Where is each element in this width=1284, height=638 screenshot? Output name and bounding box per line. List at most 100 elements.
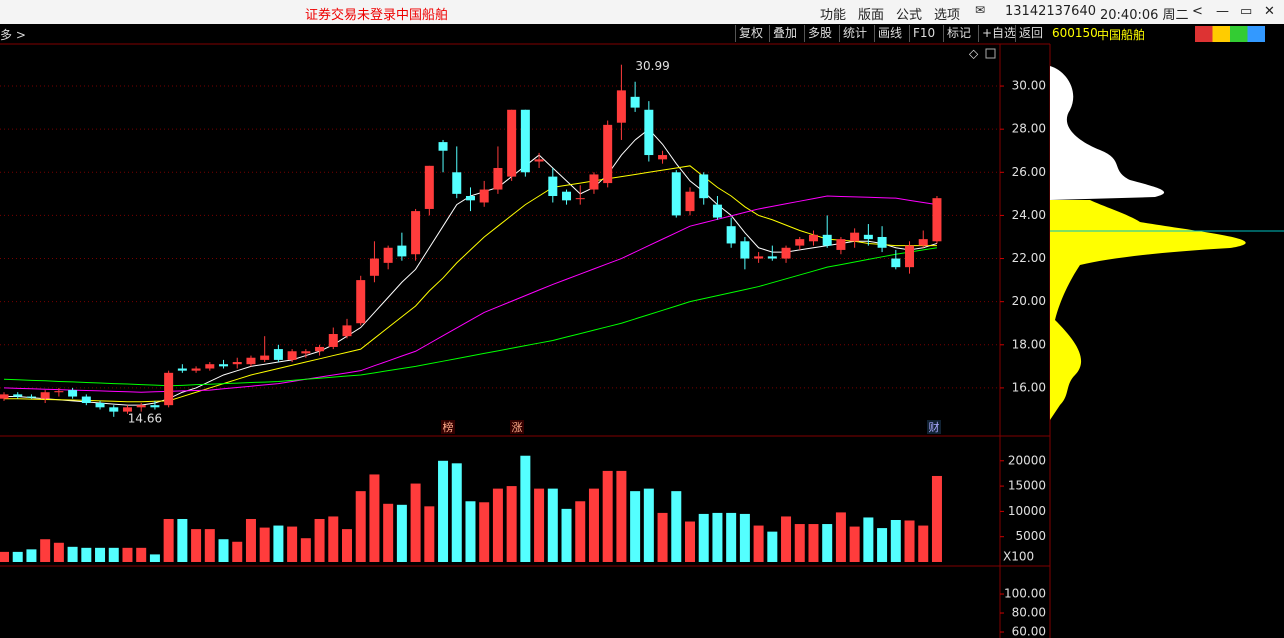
candle-body xyxy=(644,109,654,156)
candle-body xyxy=(122,407,132,412)
button[interactable]: 画线 xyxy=(874,25,905,42)
button[interactable]: 叠加 xyxy=(769,25,800,42)
volume-bar xyxy=(643,488,654,562)
y-tick-label: 28.00 xyxy=(1012,122,1046,136)
volume-bar xyxy=(931,475,942,562)
candle-body xyxy=(0,394,9,399)
button[interactable]: 多股 xyxy=(804,25,835,42)
y-tick-label: 15000 xyxy=(1008,479,1046,493)
candle-body xyxy=(534,159,544,162)
y-tick-label: 80.00 xyxy=(1012,606,1046,620)
panel-icon[interactable]: ◇ xyxy=(969,47,979,61)
candle-body xyxy=(260,355,270,360)
volume-bar xyxy=(520,455,531,562)
candle-body xyxy=(507,109,517,177)
candle-body xyxy=(164,372,174,406)
ma-line xyxy=(3,247,938,387)
volume-bar xyxy=(232,541,243,562)
menu[interactable]: 选项 xyxy=(934,8,961,23)
button[interactable]: 标记 xyxy=(943,25,974,42)
volume-bar xyxy=(890,519,901,562)
candle-body xyxy=(932,198,942,242)
volume-bar xyxy=(781,516,792,562)
y-tick-label: 10000 xyxy=(1008,504,1046,518)
button[interactable]: 复权 xyxy=(735,25,766,42)
volume-bar xyxy=(396,504,407,562)
volume-bar xyxy=(26,549,37,562)
candle-body xyxy=(342,325,352,337)
candle-body xyxy=(795,239,805,246)
volume-bar xyxy=(438,460,449,562)
candle-body xyxy=(685,191,695,212)
button[interactable]: 统计 xyxy=(839,25,870,42)
volume-bar xyxy=(739,513,750,562)
candle-body xyxy=(205,364,215,369)
volume-bar xyxy=(53,542,64,562)
max-icon[interactable]: ▭ xyxy=(1240,4,1253,19)
volume-bar xyxy=(794,524,805,562)
volume-bar xyxy=(534,488,545,562)
min-icon[interactable]: — xyxy=(1216,4,1229,19)
candle-body xyxy=(328,334,338,347)
candle-body xyxy=(356,280,366,324)
volume-bar xyxy=(122,547,133,562)
candle-body xyxy=(548,176,558,197)
panel-icon[interactable] xyxy=(985,48,996,59)
candle-body xyxy=(54,391,64,393)
volume-bar xyxy=(547,488,558,562)
title-bar: 证券交易未登录 中国船舶 功能 版面 公式 选项 ✉ 13142137640 2… xyxy=(0,0,1284,24)
candle-body xyxy=(754,256,764,259)
candle-body xyxy=(26,396,36,398)
volume-bar xyxy=(753,525,764,562)
candle-body xyxy=(81,396,91,404)
candle-body xyxy=(68,390,78,397)
ma-line xyxy=(4,128,938,406)
menu[interactable]: 功能 xyxy=(820,8,847,23)
candle-body xyxy=(479,189,489,203)
volume-bar xyxy=(136,547,147,562)
candle-body xyxy=(219,364,229,367)
volume-bar xyxy=(630,491,641,562)
y-tick-label: 100.00 xyxy=(1004,587,1046,601)
high-label: 30.99 xyxy=(635,59,669,73)
button[interactable]: F10 xyxy=(909,25,938,42)
back-icon[interactable]: < xyxy=(1192,4,1203,19)
candle-body xyxy=(712,204,722,218)
volume-bar xyxy=(904,520,915,562)
volume-bar xyxy=(245,518,256,562)
y-tick-label: 30.00 xyxy=(1012,79,1046,93)
volume-bar xyxy=(328,516,339,562)
stock-name: 中国船舶 xyxy=(1097,28,1146,42)
menu[interactable]: 版面 xyxy=(858,8,885,23)
volume-bar xyxy=(259,527,270,562)
y-tick-label: 20.00 xyxy=(1012,294,1046,308)
toolbar-left[interactable]: 多 > xyxy=(0,28,26,42)
candle-body xyxy=(836,239,846,250)
candle-body xyxy=(589,174,599,190)
ma-line xyxy=(4,165,937,403)
volume-bar xyxy=(822,524,833,562)
candle-body xyxy=(383,247,393,263)
menu[interactable]: 公式 xyxy=(896,8,923,23)
close-icon[interactable]: ✕ xyxy=(1264,4,1275,19)
volume-bar xyxy=(204,529,215,562)
tool-icons[interactable] xyxy=(1195,26,1265,42)
y-tick-label: 26.00 xyxy=(1012,165,1046,179)
event-marker: 涨 xyxy=(512,421,523,434)
y-tick-label: 5000 xyxy=(1015,529,1046,543)
stock-title: 中国船舶 xyxy=(396,8,449,23)
candle-body xyxy=(575,198,585,200)
candle-body xyxy=(109,407,119,412)
marker-box xyxy=(927,420,941,434)
volume-bar xyxy=(492,488,503,562)
candle-body xyxy=(616,90,626,123)
candle-body xyxy=(699,174,709,199)
volume-bar xyxy=(81,547,92,562)
button[interactable]: +自选 xyxy=(978,25,1019,42)
mail-icon[interactable]: ✉ xyxy=(975,3,986,17)
candle-body xyxy=(95,403,105,408)
button[interactable]: 返回 xyxy=(1015,25,1046,42)
volume-bar xyxy=(410,483,421,562)
